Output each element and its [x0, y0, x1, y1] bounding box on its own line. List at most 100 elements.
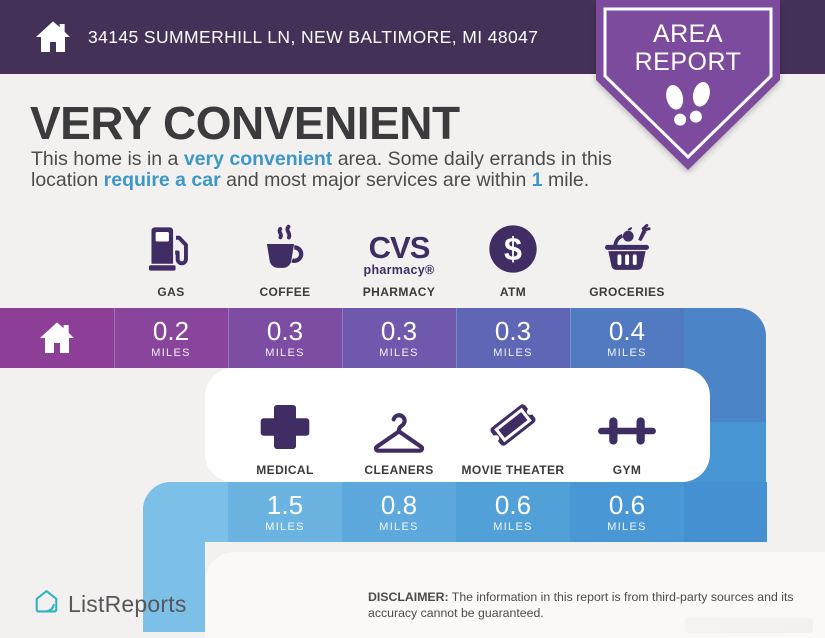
movie-theater-icon — [490, 404, 536, 446]
bar-segment: 0.8 MILES — [342, 482, 456, 542]
description-line1: This home is in a very convenient area. … — [31, 149, 612, 170]
bar2-end-segment — [684, 482, 767, 542]
cvs-wordmark: CVS — [368, 229, 431, 265]
service-label: MOVIE THEATER — [461, 463, 565, 477]
distance-unit: MILES — [493, 520, 533, 533]
home-icon — [40, 322, 74, 353]
highlight-text: require a car — [103, 168, 221, 191]
service-icon-wrap — [257, 214, 313, 276]
distance-bar-1: 0.2 MILES 0.3 MILES 0.3 MILES 0.3 MILES 0.4 MILES — [0, 308, 684, 368]
service-icon-wrap: $ — [486, 214, 540, 276]
service-icon-wrap — [370, 392, 428, 454]
service-movie-theater: MOVIE THEATER — [456, 392, 570, 477]
bar-segment: 0.3 MILES — [228, 308, 342, 368]
plain-text: This home is in a — [31, 148, 184, 170]
gas-icon — [148, 227, 188, 271]
medical-icon — [260, 404, 310, 450]
description-line2: location require a car and most major se… — [31, 168, 612, 191]
badge-shape — [596, 0, 780, 170]
bar-segment: 0.6 MILES — [570, 482, 684, 542]
distance-value: 1.5 — [266, 489, 304, 520]
distance-value: 0.4 — [608, 315, 646, 346]
disclaimer-text-line2: accuracy cannot be guaranteed. — [368, 605, 544, 620]
distance-unit: MILES — [379, 520, 419, 533]
footprints-icon — [666, 82, 710, 126]
property-address: 34145 SUMMERHILL LN, NEW BALTIMORE, MI 4… — [88, 26, 539, 47]
service-pharmacy: CVS pharmacy® PHARMACY — [342, 214, 456, 300]
distance-value: 0.3 — [380, 315, 418, 346]
distance-value: 0.6 — [494, 489, 532, 520]
distance-unit: MILES — [607, 520, 647, 533]
service-gym: GYM — [570, 392, 684, 477]
service-label: PHARMACY — [362, 285, 436, 299]
service-icon-wrap — [596, 392, 658, 454]
distance-unit: MILES — [379, 346, 419, 359]
footprints-icon — [660, 82, 716, 137]
home-icon — [36, 21, 70, 52]
service-label: CLEANERS — [364, 463, 434, 477]
plain-text: mile. — [542, 168, 590, 191]
description: This home is in a very convenient area. … — [31, 149, 612, 190]
badge-title-line2: REPORT — [634, 48, 742, 76]
badge-title: AREA REPORT — [596, 20, 780, 76]
svg-text:$: $ — [504, 231, 522, 267]
distance-value: 0.6 — [608, 489, 646, 520]
groceries-icon — [605, 223, 651, 270]
plain-text: and most major services are within — [220, 168, 532, 191]
service-label: GROCERIES — [589, 285, 665, 299]
service-label: ATM — [499, 285, 527, 299]
service-icon-wrap: CVS pharmacy® — [364, 214, 435, 276]
bar2-corner-segment — [143, 482, 228, 542]
bar-segment: 0.3 MILES — [342, 308, 456, 368]
bar-segment: 0.3 MILES — [456, 308, 570, 368]
service-atm: $ ATM — [456, 214, 570, 299]
service-label: COFFEE — [259, 285, 311, 299]
bar-segment: 0.4 MILES — [570, 308, 684, 368]
bar-segment: 0.6 MILES — [456, 482, 570, 542]
coffee-icon — [266, 224, 304, 268]
badge-title-line1: AREA — [652, 20, 724, 48]
cvs-pharmacy-logo: CVS pharmacy® — [364, 232, 435, 277]
service-label: GYM — [612, 463, 642, 477]
services-row-1: GAS COFFEE CVS pharmacy® PHARMACY $ ATM GROC… — [114, 214, 684, 299]
distance-unit: MILES — [151, 346, 191, 359]
service-medical: MEDICAL — [228, 392, 342, 477]
highlight-text: 1 — [531, 168, 543, 191]
plain-text: location — [31, 168, 104, 191]
highlight-text: very convenient — [183, 148, 333, 170]
cleaners-icon — [373, 413, 425, 453]
service-icon-wrap — [598, 214, 656, 276]
service-icon-wrap — [484, 392, 542, 454]
distance-value: 0.2 — [152, 315, 190, 346]
area-report-badge: AREA REPORT — [596, 0, 780, 172]
bar-segment: 1.5 MILES — [228, 482, 342, 542]
distance-bar-2: 1.5 MILES 0.8 MILES 0.6 MILES 0.6 MILES — [143, 482, 767, 542]
page-title: VERY CONVENIENT — [30, 97, 460, 149]
service-icon-wrap — [258, 392, 312, 454]
listreports-logo-icon — [33, 588, 60, 620]
distance-unit: MILES — [265, 346, 305, 359]
plain-text: area. Some daily errands in this — [332, 148, 612, 170]
disclaimer: DISCLAIMER: The information in this repo… — [368, 590, 808, 621]
bar-segment: 0.2 MILES — [114, 308, 228, 368]
disclaimer-label: DISCLAIMER: — [368, 590, 449, 604]
listreports-logo-icon — [35, 590, 58, 613]
distance-value: 0.8 — [380, 489, 418, 520]
listreports-logo: ListReports — [33, 588, 187, 620]
distance-unit: MILES — [493, 346, 533, 359]
home-icon — [33, 17, 73, 57]
disclaimer-text-line1: The information in this report is from t… — [448, 590, 794, 604]
service-icon-wrap — [144, 214, 198, 276]
service-coffee: COFFEE — [228, 214, 342, 299]
gym-icon — [598, 417, 656, 445]
brand-name: ListReports — [68, 590, 187, 617]
service-gas: GAS — [114, 214, 228, 299]
bar-home-segment — [0, 308, 114, 368]
distance-value: 0.3 — [266, 315, 304, 346]
atm-icon: $ — [489, 225, 537, 273]
service-cleaners: CLEANERS — [342, 392, 456, 477]
distance-unit: MILES — [265, 520, 305, 533]
watermark — [685, 618, 813, 633]
distance-value: 0.3 — [494, 315, 532, 346]
